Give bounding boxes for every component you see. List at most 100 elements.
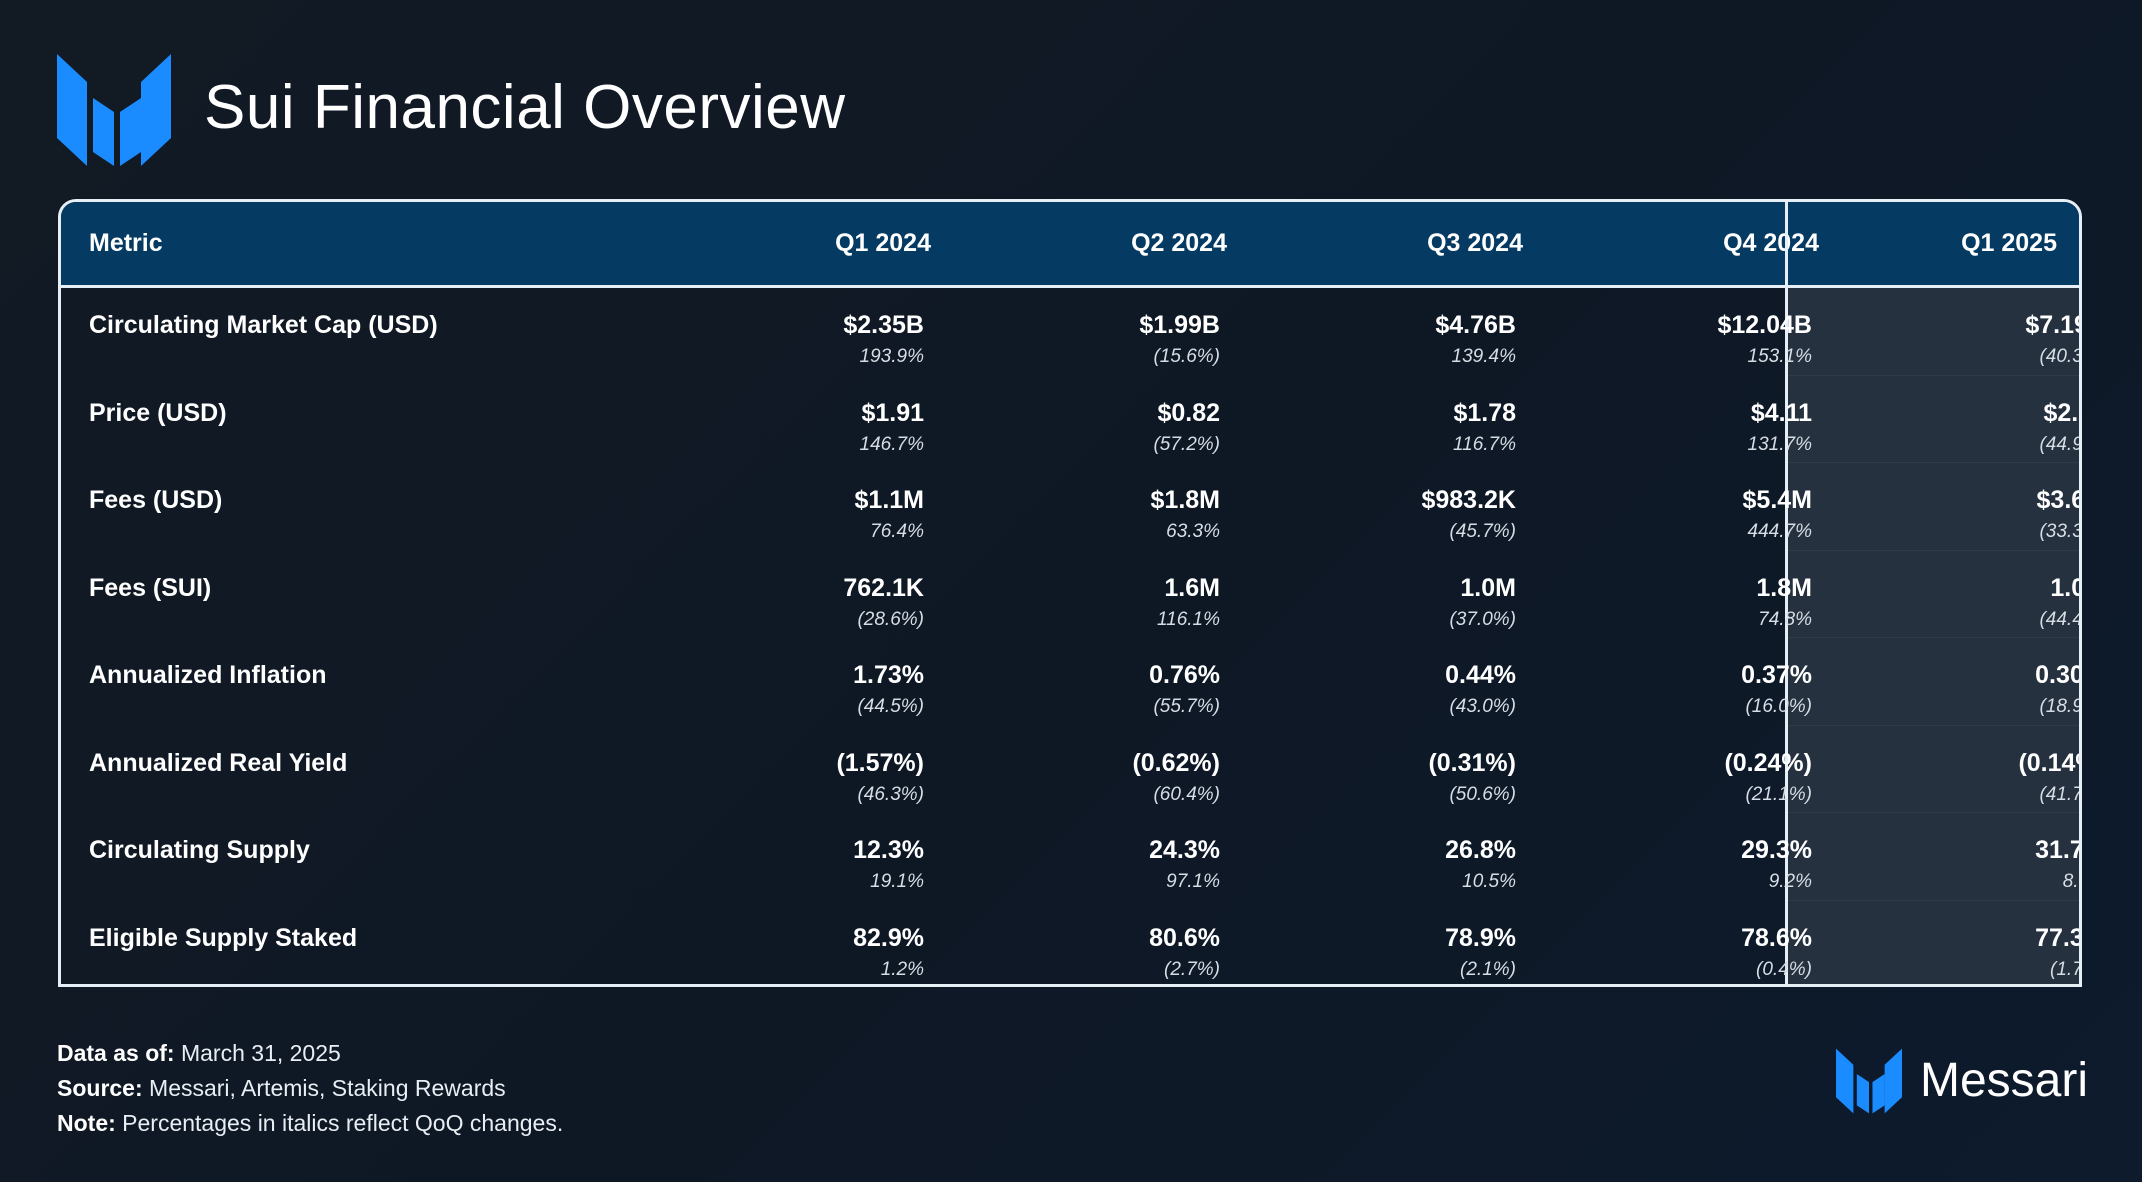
- cell-value-q4-2024: 78.6%: [1741, 923, 1812, 952]
- header-metric: Metric: [89, 229, 163, 257]
- cell-value-q1-2024: $2.35B: [843, 311, 924, 339]
- header-q3-2024: Q3 2024: [1427, 229, 1523, 257]
- cell-change-q4-2024: (21.1%): [1745, 783, 1812, 805]
- table-header-row: Metric Q1 2024 Q2 2024 Q3 2024 Q4 2024 Q…: [61, 202, 2079, 288]
- row-label: Annualized Inflation: [89, 661, 327, 689]
- footer-notes: Data as of: March 31, 2025 Source: Messa…: [57, 1036, 563, 1141]
- row-label: Annualized Real Yield: [89, 748, 348, 777]
- cell-value-q1-2025: 77.3%: [2035, 923, 2079, 952]
- row-label: Circulating Supply: [89, 836, 310, 864]
- cell-value-q1-2024: 82.9%: [853, 923, 924, 952]
- cell-change-q1-2024: (46.3%): [857, 783, 924, 805]
- cell-change-q3-2024: 139.4%: [1451, 346, 1516, 367]
- cell-change-q3-2024: (2.1%): [1460, 958, 1516, 980]
- cell-change-q1-2024: 19.1%: [870, 871, 924, 892]
- source-value: Messari, Artemis, Staking Rewards: [149, 1075, 506, 1101]
- row-separator: [1788, 812, 2079, 813]
- cell-value-q3-2024: $1.78: [1453, 398, 1516, 427]
- row-separator: [1788, 462, 2079, 463]
- header-q4-2024: Q4 2024: [1723, 229, 1819, 257]
- header-q1-2024: Q1 2024: [835, 229, 931, 257]
- cell-change-q1-2024: 76.4%: [870, 521, 924, 542]
- row-separator: [1788, 374, 2079, 376]
- cell-change-q1-2025: 8.3%: [2062, 871, 2079, 892]
- table-row: Price (USD) $1.91 146.7% $0.82 (57.2%) $1.78 1…: [61, 376, 2079, 464]
- table-row: Eligible Supply Staked 82.9% 1.2% 80.6% (2.7…: [61, 901, 2079, 985]
- row-label: Price (USD): [89, 398, 227, 427]
- cell-change-q1-2025: (18.9%): [2039, 696, 2082, 717]
- cell-value-q4-2024: $5.4M: [1742, 486, 1812, 514]
- cell-change-q4-2024: 74.8%: [1758, 608, 1812, 630]
- table-row: Fees (USD) $1.1M 76.4% $1.8M 63.3% $983.2K (45…: [61, 463, 2079, 551]
- cell-change-q4-2024: 153.1%: [1747, 346, 1812, 367]
- financial-table: Metric Q1 2024 Q2 2024 Q3 2024 Q4 2024 Q…: [58, 199, 2082, 987]
- row-label: Eligible Supply Staked: [89, 923, 358, 952]
- row-label: Fees (USD): [89, 486, 223, 514]
- cell-value-q4-2024: 0.37%: [1741, 661, 1812, 689]
- cell-change-q4-2024: 131.7%: [1747, 433, 1812, 455]
- note-line: Note: Percentages in italics reflect QoQ…: [57, 1106, 563, 1141]
- cell-change-q2-2024: (2.7%): [1164, 958, 1220, 980]
- cell-value-q1-2025: (0.14%): [2018, 748, 2079, 777]
- cell-value-q3-2024: 0.44%: [1445, 661, 1516, 689]
- cell-change-q1-2024: 146.7%: [859, 433, 924, 455]
- cell-value-q2-2024: (0.62%): [1132, 748, 1220, 777]
- table-row: Circulating Market Cap (USD) $2.35B 193.9%…: [61, 288, 2079, 376]
- cell-change-q3-2024: (50.6%): [1449, 783, 1516, 805]
- cell-value-q2-2024: 24.3%: [1149, 836, 1220, 864]
- data-as-of-line: Data as of: March 31, 2025: [57, 1036, 563, 1071]
- cell-value-q1-2025: $3.6M: [2036, 486, 2079, 514]
- cell-value-q1-2024: $1.91: [861, 398, 924, 427]
- header-q1-2025: Q1 2025: [1961, 229, 2057, 257]
- cell-change-q1-2024: (44.5%): [857, 696, 924, 717]
- cell-value-q3-2024: $983.2K: [1421, 486, 1516, 514]
- table-row: Annualized Inflation 1.73% (44.5%) 0.76% (55…: [61, 638, 2079, 726]
- cell-value-q3-2024: 26.8%: [1445, 836, 1516, 864]
- header-q2-2024: Q2 2024: [1131, 229, 1227, 257]
- source-label: Source:: [57, 1075, 143, 1101]
- column-divider: [1785, 202, 1788, 984]
- note-label: Note:: [57, 1110, 116, 1136]
- messari-brand: Messari: [1836, 1048, 2088, 1114]
- data-as-of-label: Data as of:: [57, 1040, 175, 1066]
- cell-change-q3-2024: 116.7%: [1452, 433, 1516, 455]
- cell-value-q1-2025: 0.30%: [2035, 661, 2079, 689]
- cell-value-q4-2024: 1.8M: [1756, 573, 1812, 602]
- cell-value-q4-2024: $12.04B: [1717, 311, 1812, 339]
- cell-change-q1-2025: (44.9%): [2039, 433, 2082, 455]
- cell-change-q1-2025: (40.3%): [2039, 346, 2082, 367]
- cell-change-q4-2024: 444.7%: [1747, 521, 1812, 542]
- cell-value-q2-2024: 80.6%: [1149, 923, 1220, 952]
- cell-value-q1-2024: 12.3%: [853, 836, 924, 864]
- cell-change-q2-2024: 63.3%: [1166, 521, 1220, 542]
- cell-value-q4-2024: $4.11: [1750, 398, 1812, 427]
- note-value: Percentages in italics reflect QoQ chang…: [122, 1110, 564, 1136]
- cell-value-q1-2024: (1.57%): [836, 748, 924, 777]
- cell-change-q2-2024: (15.6%): [1153, 346, 1220, 367]
- cell-change-q1-2025: (33.3%): [2039, 521, 2082, 542]
- row-label: Fees (SUI): [89, 573, 212, 602]
- cell-change-q1-2024: 193.9%: [859, 346, 924, 367]
- cell-value-q3-2024: 78.9%: [1445, 923, 1516, 952]
- cell-value-q2-2024: $1.99B: [1139, 311, 1220, 339]
- cell-value-q3-2024: $4.76B: [1435, 311, 1516, 339]
- data-as-of-value: March 31, 2025: [180, 1040, 341, 1066]
- cell-value-q1-2024: $1.1M: [854, 486, 924, 514]
- cell-change-q2-2024: (57.2%): [1153, 433, 1220, 455]
- cell-value-q1-2024: 1.73%: [853, 661, 924, 689]
- highlight-column-q1-2025: [1788, 288, 2079, 984]
- cell-value-q4-2024: (0.24%): [1724, 748, 1812, 777]
- page-title: Sui Financial Overview: [204, 73, 846, 142]
- cell-change-q4-2024: (16.0%): [1745, 696, 1812, 717]
- cell-value-q1-2024: 762.1K: [843, 573, 924, 602]
- cell-change-q1-2024: (28.6%): [857, 608, 924, 630]
- cell-change-q4-2024: (0.4%): [1756, 958, 1812, 980]
- cell-change-q4-2024: 9.2%: [1768, 871, 1812, 892]
- cell-change-q2-2024: 116.1%: [1156, 608, 1220, 630]
- table-row: Annualized Real Yield (1.57%) (46.3%) (0.62…: [61, 726, 2079, 814]
- cell-value-q3-2024: 1.0M: [1460, 573, 1516, 602]
- cell-value-q1-2025: $2.27: [2043, 398, 2079, 427]
- row-separator: [1788, 899, 2079, 901]
- cell-value-q1-2025: $7.19B: [2025, 311, 2079, 339]
- row-label: Circulating Market Cap (USD): [89, 311, 438, 339]
